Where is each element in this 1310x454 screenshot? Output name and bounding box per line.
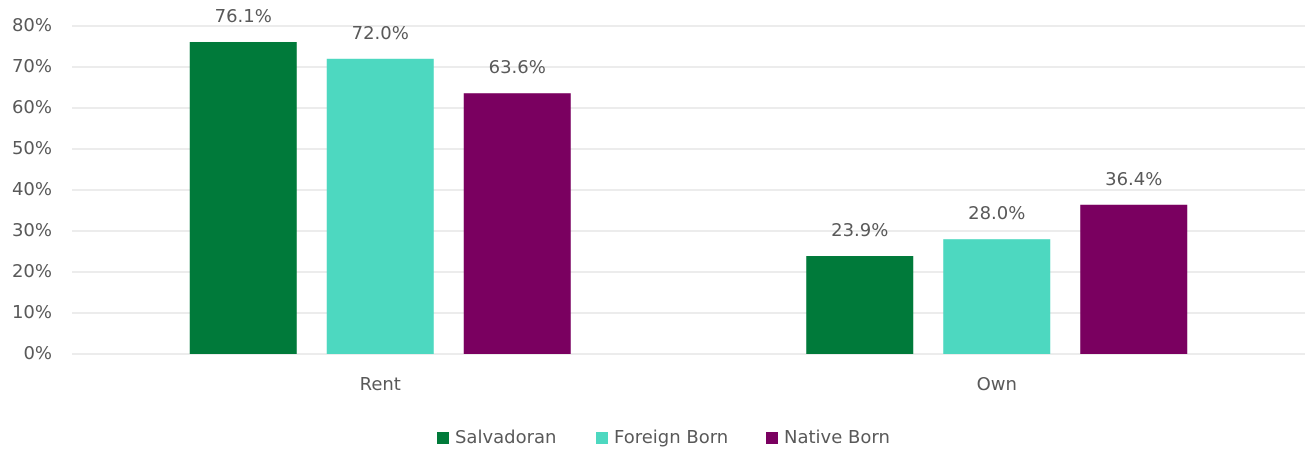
bar	[806, 256, 914, 354]
data-label: 72.0%	[352, 23, 409, 44]
y-tick-label: 30%	[12, 220, 52, 241]
y-tick-label: 20%	[12, 261, 52, 282]
data-label: 23.9%	[831, 220, 888, 241]
bar	[463, 93, 571, 355]
legend-swatch	[596, 432, 608, 444]
legend-label: Native Born	[784, 427, 890, 448]
y-tick-label: 0%	[23, 343, 52, 364]
bar	[326, 58, 434, 355]
legend-swatch	[437, 432, 449, 444]
data-label: 63.6%	[489, 57, 546, 78]
bar	[1080, 204, 1188, 354]
y-tick-label: 70%	[12, 56, 52, 77]
data-label: 28.0%	[968, 203, 1025, 224]
data-label: 36.4%	[1105, 169, 1162, 190]
data-label: 76.1%	[215, 6, 272, 27]
bar	[943, 239, 1051, 354]
y-tick-label: 80%	[12, 15, 52, 36]
legend-swatch	[766, 432, 778, 444]
y-tick-label: 40%	[12, 179, 52, 200]
legend-label: Salvadoran	[455, 427, 556, 448]
y-tick-label: 10%	[12, 302, 52, 323]
bar	[189, 41, 297, 355]
y-tick-label: 60%	[12, 97, 52, 118]
x-tick-label: Own	[977, 374, 1017, 395]
legend-label: Foreign Born	[614, 427, 728, 448]
x-tick-label: Rent	[360, 374, 401, 395]
y-tick-label: 50%	[12, 138, 52, 159]
